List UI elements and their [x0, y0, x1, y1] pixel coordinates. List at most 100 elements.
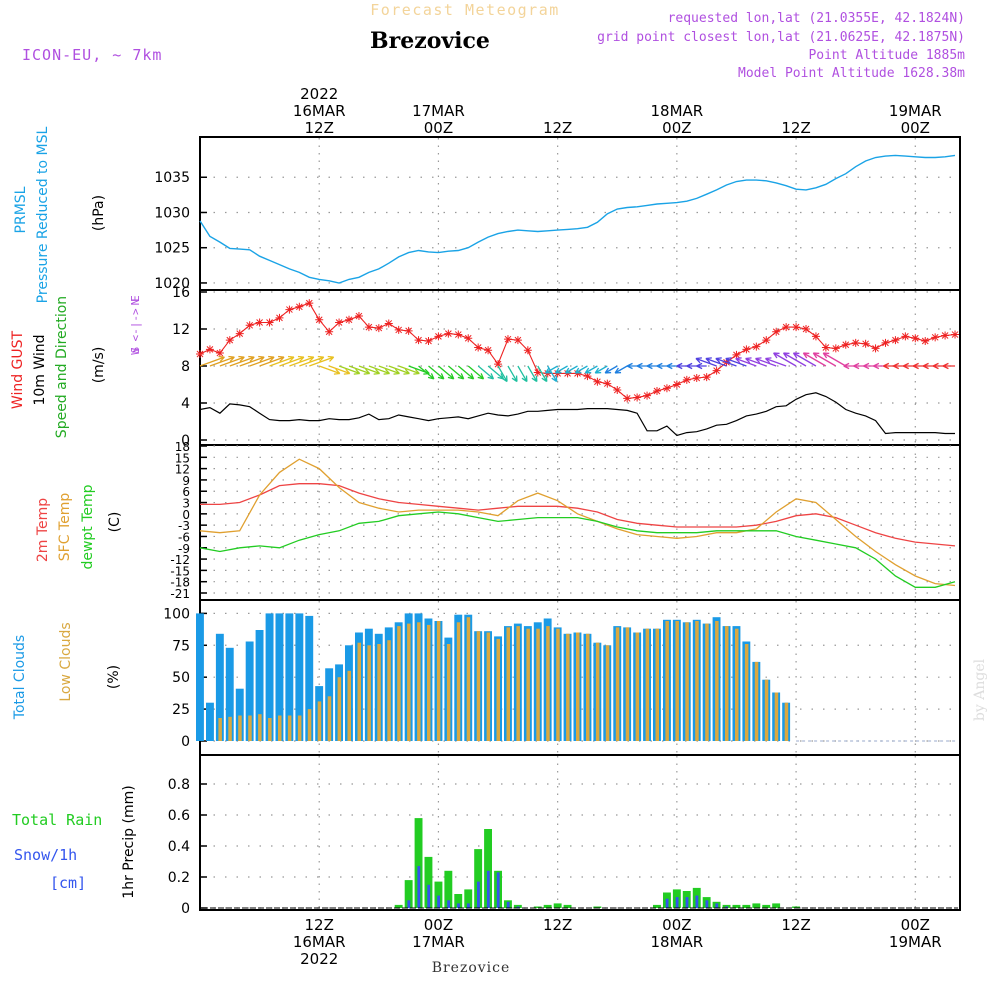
gust-point: [831, 344, 840, 353]
y-tick-label: 0.2: [168, 870, 190, 886]
low-cloud-bar: [556, 628, 560, 741]
wind-direction-arrow: [348, 365, 371, 375]
temp-sfc-label: SFC Temp: [57, 493, 73, 562]
low-cloud-bar: [367, 645, 371, 741]
wind-speed-dir-label: Speed and Direction: [54, 296, 70, 438]
total-cloud-bar: [255, 630, 264, 741]
gust-point: [672, 380, 681, 389]
wind-direction-arrow: [604, 365, 618, 374]
low-cloud-bar: [605, 645, 610, 741]
requested-lonlat: requested lon,lat (21.0355E, 42.1824N): [668, 11, 965, 26]
y-tick-label: 1020: [154, 276, 190, 292]
bottom-time-label: 18MAR: [651, 933, 704, 951]
y-tick-label: 0.4: [168, 839, 190, 855]
gust-point: [692, 374, 701, 383]
low-cloud-bar: [576, 632, 580, 741]
rain-bar: [792, 906, 800, 908]
snow-bar: [496, 872, 500, 908]
low-cloud-bar: [695, 621, 699, 741]
wind-labels: Wind GUST 10m Wind Speed and Direction (…: [10, 295, 142, 438]
snow-bar: [467, 903, 470, 908]
wind-direction-arrow: [782, 352, 807, 367]
y-tick-label: 25: [172, 702, 190, 718]
wind-direction-arrow: [584, 365, 598, 374]
temp-unit: (C): [107, 512, 123, 533]
forecast-title: Forecast Meteogram: [370, 1, 560, 19]
low-cloud-bar: [546, 626, 550, 741]
gust-point: [205, 345, 214, 354]
y-tick-label: 50: [172, 670, 190, 686]
bottom-time-label: 00Z: [901, 916, 930, 934]
rain-bar: [563, 904, 572, 908]
wind-direction-arrow: [574, 365, 588, 374]
temp-sfc-line: [199, 458, 956, 587]
low-cloud-bar: [566, 633, 570, 741]
y-tick-label: -18: [170, 576, 190, 590]
gust-point: [762, 336, 771, 345]
gust-point: [603, 379, 612, 388]
wind-direction-arrow: [636, 362, 648, 370]
low-cloud-bar: [347, 670, 351, 741]
gust-point: [464, 334, 473, 343]
rain-bar: [394, 904, 403, 908]
wind-direction-arrow: [755, 357, 777, 367]
total-cloud-bar: [285, 613, 294, 741]
snow-bar: [506, 901, 510, 908]
pressure-labels: PRMSL Pressure Reduced to MSL (hPa): [13, 126, 107, 303]
low-cloud-bar: [248, 715, 252, 741]
wind-direction-arrow: [467, 365, 485, 380]
y-tick-label: 0: [182, 508, 190, 522]
bottom-time-label: 12Z: [781, 916, 810, 934]
low-cloud-bar: [715, 621, 719, 741]
low-cloud-bar: [655, 628, 659, 741]
gust-point: [265, 318, 274, 327]
wind-unit: (m/s): [91, 347, 107, 384]
precip-frame: [199, 754, 961, 911]
gust-point: [901, 332, 910, 341]
low-cloud-bar: [486, 632, 491, 741]
snow-bar: [427, 884, 431, 909]
low-cloud-bar: [496, 638, 500, 741]
total-cloud-bar: [305, 615, 314, 741]
low-cloud-bar: [595, 642, 600, 741]
wind-direction-arrow: [358, 365, 381, 375]
gust-point: [255, 318, 264, 327]
bottom-time-label: 2022: [300, 950, 338, 968]
low-cloud-bar: [397, 626, 401, 741]
total-clouds-label: Total Clouds: [12, 635, 28, 720]
compass-n: N: [129, 299, 142, 306]
wind-direction-arrow: [696, 362, 707, 370]
low-cloud-bar: [317, 701, 322, 741]
wind-direction-arrow: [725, 357, 747, 367]
gust-point: [474, 343, 483, 352]
wind-direction-arrow: [507, 365, 518, 383]
gust-point: [225, 336, 234, 345]
y-tick-label: 9: [182, 474, 190, 488]
low-cloud-bar: [258, 714, 262, 741]
rain-bar: [752, 903, 761, 908]
gust-point: [772, 327, 781, 336]
gust-point: [633, 393, 642, 402]
model-label: ICON-EU, ~ 7km: [22, 46, 162, 64]
low-cloud-bar: [744, 644, 749, 741]
wind-direction-arrow: [765, 357, 787, 367]
y-tick-label: 1035: [154, 170, 190, 186]
gust-point: [941, 331, 950, 340]
wind-direction-arrow: [309, 355, 335, 367]
low-cloud-bar: [735, 628, 739, 741]
top-time-label: 12Z: [305, 119, 334, 137]
wind-direction-arrow: [388, 365, 410, 375]
gust-point: [414, 336, 423, 345]
gust-point: [652, 386, 661, 395]
wind-direction-arrow: [219, 355, 245, 367]
low-cloud-bar: [586, 633, 590, 741]
y-tick-label: -6: [178, 530, 190, 544]
rain-bar: [762, 904, 771, 908]
gust-line: [199, 302, 956, 399]
pressure-panel: 1020 1025 1030 1035: [154, 136, 961, 292]
y-tick-label: 1030: [154, 205, 190, 221]
rain-bar: [434, 881, 443, 908]
low-clouds-label: Low Clouds: [58, 622, 74, 701]
precip-unit: 1hr Precip (mm): [121, 785, 137, 898]
